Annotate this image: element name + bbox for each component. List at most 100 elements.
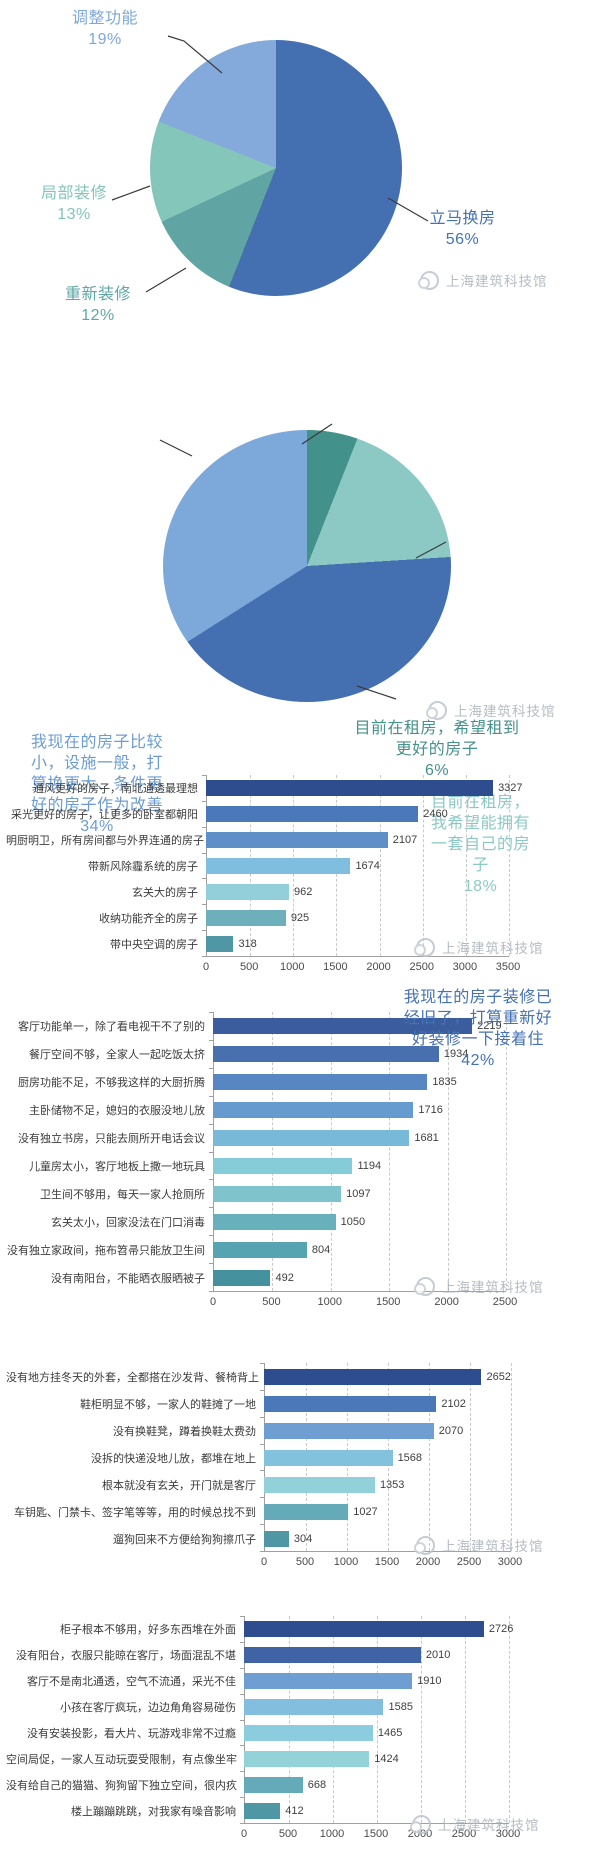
bar-row: 车钥匙、门禁卡、签字笔等等，用的时候总找不到 1027: [6, 1498, 566, 1525]
bar: [264, 1395, 437, 1412]
pie-slice-label: 目前在租房， 我希望能拥有 一套自己的房 子 18%: [430, 794, 530, 895]
bar-row: 没有独立家政间，拖布笤帚只能放卫生间 804: [6, 1236, 566, 1264]
bar: [264, 1422, 434, 1439]
pie-slice-label: 局部装修 13%: [40, 185, 107, 223]
bar-track: 1097: [213, 1186, 505, 1202]
grid-line: [421, 1616, 422, 1823]
bar-category-label: 楼上蹦蹦跳跳，对我家有噪音影响: [71, 1806, 236, 1818]
bar: [206, 858, 351, 874]
bar-category-label: 采光更好的房子，让更多的卧室都朝阳: [11, 809, 198, 821]
x-axis-tick-label: 2000: [366, 961, 391, 973]
bar-track: 2726: [244, 1621, 513, 1637]
bar-track: 2010: [244, 1647, 508, 1663]
bar-value-label: 1681: [414, 1132, 439, 1144]
grid-line: [272, 1012, 274, 1291]
bar-category-label: 没有独立家政间，拖布笤帚只能放卫生间: [7, 1245, 205, 1257]
category-axis-tick: [209, 1067, 214, 1069]
bar-track: 1716: [213, 1102, 505, 1118]
x-axis-tick-label: 500: [278, 1828, 298, 1840]
grid-line: [330, 1012, 332, 1291]
bar-value-label: 1465: [377, 1727, 403, 1739]
bar-row: 鞋柜明显不够，一家人的鞋摊了一地 2102: [6, 1390, 566, 1417]
bar-value-label: 1585: [388, 1701, 413, 1713]
bar-chart-livingroom-pain-points: 柜子根本不够用，好多东西堆在外面 2726 没有阳台，衣服只能晾在客厅，场面混乱不堪…: [6, 1600, 566, 1844]
bar: [244, 1751, 370, 1767]
pie-slice-label: 调整功能 19%: [71, 10, 138, 48]
bar-category-label: 没有换鞋凳，蹲着换鞋太费劲: [113, 1425, 256, 1438]
x-axis-tick-label: 1000: [317, 1296, 343, 1308]
bar-category-label: 玄关太小，回家没法在门口消毒: [51, 1217, 205, 1229]
category-axis-tick: [202, 904, 207, 906]
bar-row: 没有给自己的猫猫、狗狗留下独立空间，很内疚 668: [6, 1772, 566, 1798]
grid-line: [509, 1616, 510, 1823]
bar-category-label: 客厅不是南北通透，空气不流通，采光不佳: [27, 1676, 236, 1688]
watermark-logo-icon: [426, 700, 447, 720]
bar: [213, 1186, 342, 1202]
category-axis-tick: [260, 1443, 265, 1445]
grid-line: [511, 1363, 512, 1551]
bar-value-label: 1353: [379, 1478, 405, 1491]
bar-value-label: 1910: [417, 1675, 442, 1687]
bar-chart-3-section: 没有地方挂冬天的外套，全都搭在沙发背、餐椅背上 2652 鞋柜明显不够，一家人的鞋摊…: [0, 1335, 600, 1600]
bar-track: 1194: [213, 1158, 505, 1174]
category-axis-tick: [260, 1389, 265, 1391]
bar: [213, 1214, 336, 1230]
pie-chart-2-section: 目前在租房，希望租到 更好的房子 6% 目前在租房， 我希望能拥有 一套自己的房…: [0, 330, 600, 1069]
category-axis-tick: [260, 1497, 265, 1499]
bar-row: 带中央空调的房子 318: [6, 931, 566, 957]
pie-chart-housing-situation: [163, 430, 451, 702]
x-axis-tick-label: 1000: [319, 1828, 345, 1840]
category-axis-tick: [202, 852, 207, 854]
pie-slice-label: 目前在租房，希望租到 更好的房子 6%: [354, 720, 520, 779]
bar-value-label: 412: [285, 1805, 304, 1817]
category-axis-tick: [202, 826, 207, 828]
bar-category-label: 车钥匙、门禁卡、签字笔等等，用的时候总找不到: [14, 1506, 256, 1519]
bar-value-label: 1194: [357, 1160, 382, 1172]
bar-value-label: 318: [238, 938, 257, 950]
watermark: 上海建筑科技馆: [418, 270, 548, 290]
category-axis-tick: [260, 1470, 265, 1472]
bar-row: 餐厅空间不够，全家人一起吃饭太挤 1934: [6, 1040, 566, 1068]
category-axis-tick: [240, 1641, 245, 1643]
grid-line: [465, 775, 467, 956]
category-axis-tick: [260, 1363, 265, 1364]
bar-value-label: 2726: [488, 1623, 514, 1635]
bar-value-label: 2102: [441, 1397, 466, 1410]
bar-row: 楼上蹦蹦跳跳，对我家有噪音影响 412: [6, 1798, 566, 1824]
category-axis-tick: [209, 1095, 214, 1097]
bar-category-label: 主卧储物不足，媳妇的衣服没地儿放: [29, 1105, 205, 1117]
category-axis-tick: [240, 1719, 245, 1721]
bar-track: 1681: [213, 1130, 505, 1146]
bar-category-label: 小孩在客厅疯玩，边边角角容易碰伤: [60, 1702, 236, 1714]
category-axis-tick: [240, 1823, 245, 1824]
grid-line: [465, 1616, 466, 1823]
bar: [206, 884, 289, 900]
grid-line: [506, 1012, 507, 1291]
category-axis-tick: [202, 930, 207, 932]
bar-category-label: 明厨明卫，所有房间都与外界连通的房子: [6, 835, 204, 847]
category-axis-tick: [209, 1123, 214, 1125]
bar-row: 客厅功能单一，除了看电视干不了别的 2219: [6, 1012, 566, 1040]
bar-track: 925: [206, 910, 508, 926]
category-axis-tick: [240, 1667, 245, 1669]
x-axis-tick-label: 3000: [497, 1556, 523, 1568]
x-axis-tick-label: 0: [260, 1556, 268, 1568]
bar-track: 1568: [264, 1449, 510, 1466]
grid-line: [429, 1363, 430, 1551]
bar-value-label: 668: [307, 1779, 327, 1791]
bar-track: 1424: [244, 1751, 508, 1767]
x-axis-tick-label: 1500: [375, 1296, 401, 1308]
bar: [213, 1102, 414, 1118]
bar-category-label: 空间局促，一家人互动玩耍受限制，有点像坐牢: [6, 1754, 237, 1766]
bar-track: 1353: [264, 1476, 510, 1493]
bar-row: 没有换鞋凳，蹲着换鞋太费劲 2070: [6, 1417, 566, 1444]
bar-value-label: 1027: [353, 1505, 378, 1518]
bar-value-label: 2010: [425, 1649, 451, 1661]
bar-category-label: 没拆的快递没地儿放，都堆在地上: [91, 1452, 256, 1465]
pie-slice-label: 重新装修 12%: [64, 286, 131, 324]
bar-track: 1050: [213, 1214, 505, 1230]
bar-category-label: 没有南阳台，不能晒衣服晒被子: [51, 1273, 205, 1285]
bar-value-label: 492: [275, 1272, 294, 1284]
category-axis-tick: [209, 1291, 214, 1292]
bar-category-label: 柜子根本不够用，好多东西堆在外面: [60, 1624, 236, 1636]
